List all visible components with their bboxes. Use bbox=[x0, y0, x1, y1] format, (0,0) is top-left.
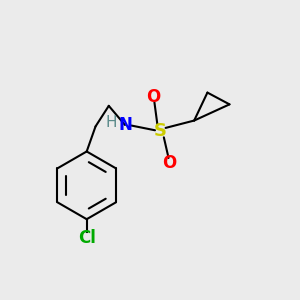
Text: Cl: Cl bbox=[78, 229, 96, 247]
Text: N: N bbox=[118, 116, 132, 134]
Text: O: O bbox=[146, 88, 160, 106]
Text: O: O bbox=[162, 154, 176, 172]
Text: H: H bbox=[106, 115, 118, 130]
Text: S: S bbox=[154, 122, 167, 140]
